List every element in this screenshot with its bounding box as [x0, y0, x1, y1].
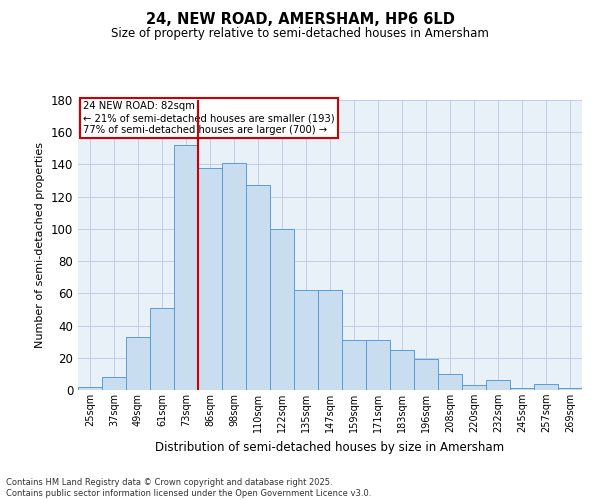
Bar	[342, 340, 366, 390]
Text: Size of property relative to semi-detached houses in Amersham: Size of property relative to semi-detach…	[111, 28, 489, 40]
Bar	[198, 168, 222, 390]
Text: Contains HM Land Registry data © Crown copyright and database right 2025.
Contai: Contains HM Land Registry data © Crown c…	[6, 478, 371, 498]
Text: 24, NEW ROAD, AMERSHAM, HP6 6LD: 24, NEW ROAD, AMERSHAM, HP6 6LD	[146, 12, 454, 28]
Bar	[462, 385, 486, 390]
Bar	[126, 337, 150, 390]
Bar	[174, 145, 198, 390]
Bar	[510, 388, 534, 390]
Bar	[102, 377, 126, 390]
Y-axis label: Number of semi-detached properties: Number of semi-detached properties	[35, 142, 45, 348]
Bar	[558, 388, 582, 390]
Bar	[78, 387, 102, 390]
Bar	[318, 290, 342, 390]
Bar	[150, 308, 174, 390]
Bar	[486, 380, 510, 390]
Text: 24 NEW ROAD: 82sqm
← 21% of semi-detached houses are smaller (193)
77% of semi-d: 24 NEW ROAD: 82sqm ← 21% of semi-detache…	[83, 102, 335, 134]
Bar	[390, 350, 414, 390]
X-axis label: Distribution of semi-detached houses by size in Amersham: Distribution of semi-detached houses by …	[155, 440, 505, 454]
Bar	[270, 229, 294, 390]
Bar	[222, 163, 246, 390]
Bar	[438, 374, 462, 390]
Bar	[294, 290, 318, 390]
Bar	[414, 360, 438, 390]
Bar	[366, 340, 390, 390]
Bar	[246, 186, 270, 390]
Bar	[534, 384, 558, 390]
